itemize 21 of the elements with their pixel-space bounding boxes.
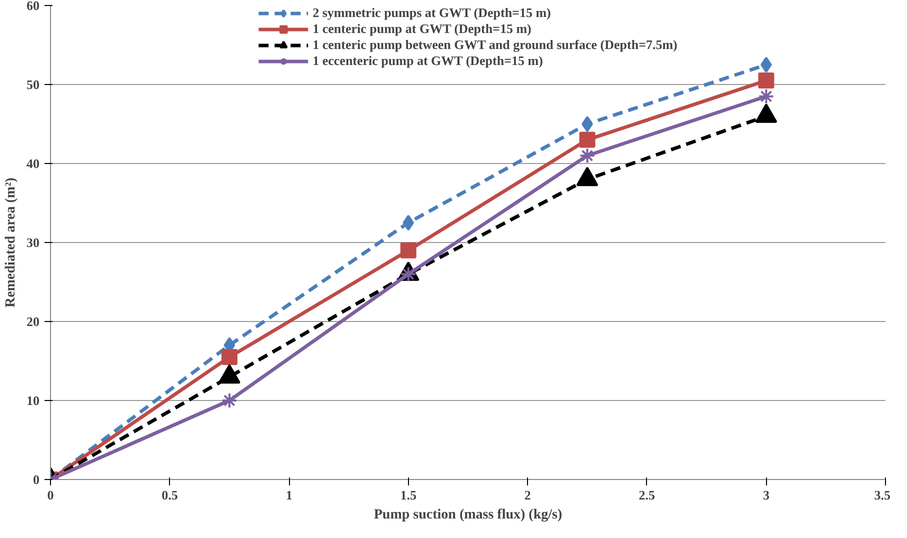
- y-tick-label: 30: [26, 235, 40, 250]
- legend-label: 1 eccenteric pump at GWT (Depth=15 m): [312, 53, 543, 69]
- y-axis-title: Remediated area (m²): [4, 177, 18, 308]
- x-tick-label: 0.5: [162, 488, 178, 502]
- x-tick-label: 2.5: [638, 488, 656, 502]
- x-tick-label: 3.5: [874, 488, 891, 502]
- y-tick-label: 0: [33, 472, 40, 487]
- x-axis-title: Pump suction (mass flux) (kg/s): [374, 508, 562, 522]
- y-tick-label: 20: [26, 314, 40, 329]
- x-tick-label: 3: [762, 488, 770, 502]
- x-tick-label: 2: [524, 488, 531, 502]
- y-tick-label: 50: [26, 77, 40, 92]
- legend-label: 1 centeric pump between GWT and ground surface (Depth=7.5m): [312, 37, 678, 53]
- x-tick-label: 0: [47, 488, 54, 502]
- legend-label: 1 centeric pump at GWT (Depth=15 m): [312, 21, 532, 37]
- x-tick-label: 1.5: [400, 488, 417, 502]
- x-tick-label: 1: [286, 488, 292, 502]
- y-tick-label: 10: [26, 393, 40, 408]
- legend-label: 2 symmetric pumps at GWT (Depth=15 m): [312, 5, 551, 21]
- y-tick-label: 40: [26, 156, 40, 171]
- y-tick-label: 60: [26, 0, 40, 13]
